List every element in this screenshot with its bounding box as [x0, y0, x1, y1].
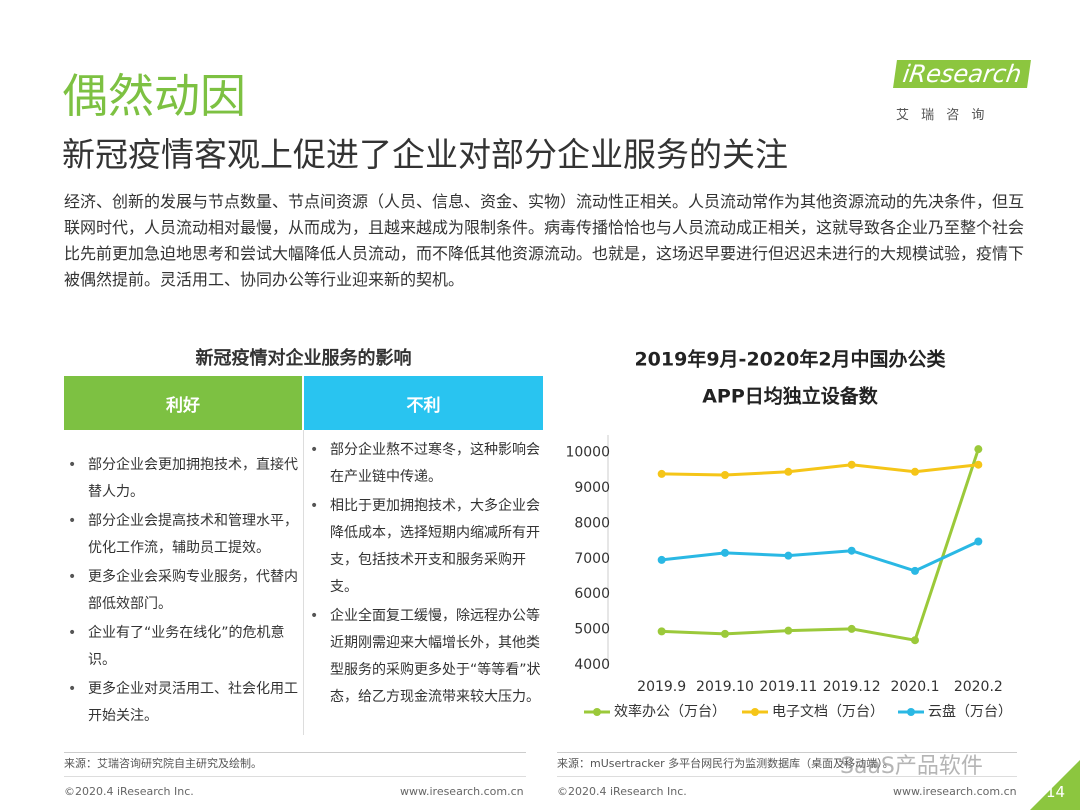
point: [911, 566, 919, 575]
subtitle: 新冠疫情客观上促进了企业对部分企业服务的关注: [62, 135, 788, 174]
copyright: ©2020.4 iResearch Inc.: [557, 785, 687, 798]
y-tick-label: 6000: [574, 586, 610, 602]
x-tick-label: 2020.2: [954, 679, 1003, 695]
y-tick-label: 4000: [574, 657, 610, 673]
legend-label: 效率办公（万台）: [614, 703, 726, 720]
list-item: 相比于更加拥抱技术，大多企业会降低成本，选择短期内缩减所有开支，包括技术开支和服…: [306, 493, 542, 601]
list: 部分企业会更加拥抱技术，直接代替人力。部分企业会提高技术和管理水平，优化工作流，…: [64, 452, 304, 732]
y-tick-label: 8000: [574, 515, 610, 531]
point: [657, 627, 666, 636]
point: [974, 445, 983, 454]
source: 来源：艾瑞咨询研究院自主研究及绘制。: [64, 757, 262, 770]
rule: [64, 776, 526, 777]
list-item: 企业有了“业务在线化”的危机意识。: [64, 620, 304, 674]
list-item: 企业全面复工缓慢，除远程办公等近期刚需迎来大幅增长外，其他类型服务的采购更多处于…: [306, 603, 542, 711]
list-item: 部分企业会提高技术和管理水平，优化工作流，辅助员工提效。: [64, 508, 304, 562]
y-tick-label: 7000: [574, 551, 610, 567]
y-tick-label: 9000: [574, 480, 610, 496]
point: [721, 629, 729, 638]
point: [657, 555, 666, 564]
page-number: 14: [1046, 783, 1066, 801]
copyright: ©2020.4 iResearch Inc.: [64, 785, 194, 798]
legend-label: 电子文档（万台）: [772, 704, 884, 720]
chart-title: APP日均独立设备数: [702, 385, 879, 408]
point: [974, 460, 983, 469]
table-header: 利好: [64, 376, 302, 430]
point: [784, 551, 793, 560]
logo-sub: 艾 瑞 咨 询: [896, 108, 989, 123]
table-header: 不利: [304, 376, 543, 430]
point: [657, 469, 666, 478]
title: 偶然动因: [62, 69, 246, 123]
legend-dot: [751, 708, 759, 716]
chart-title: 2019年9月-2020年2月中国办公类: [634, 348, 945, 371]
point: [721, 470, 729, 479]
point: [847, 460, 856, 469]
rule: [64, 752, 526, 753]
x-tick-label: 2019.12: [823, 679, 881, 695]
table-title: 新冠疫情对企业服务的影响: [195, 348, 412, 369]
point: [911, 636, 919, 645]
x-tick-label: 2019.9: [637, 679, 686, 695]
line: [661, 448, 980, 642]
source: 来源：mUsertracker 多平台网民行为监测数据库（桌面及移动端）。: [557, 757, 894, 770]
y-tick-label: 10000: [565, 445, 610, 461]
rule: [557, 776, 1017, 777]
line: [661, 463, 979, 477]
list-item: 部分企业熬不过寒冬，这种影响会在产业链中传递。: [306, 437, 542, 491]
point: [847, 624, 856, 633]
intro-text: 经济、创新的发展与节点数量、节点间资源（人员、信息、资金、实物）流动性正相关。人…: [64, 192, 1025, 289]
x-tick-label: 2019.10: [696, 679, 754, 695]
url: www.iresearch.com.cn: [400, 785, 524, 798]
legend-dot: [593, 708, 601, 716]
point: [847, 546, 856, 555]
legend-dot: [907, 708, 915, 716]
list-item: 部分企业会更加拥抱技术，直接代替人力。: [64, 452, 304, 506]
page-corner: [1030, 760, 1080, 810]
watermark: SaaS产品软件: [840, 754, 983, 779]
x-tick-label: 2020.1: [891, 679, 940, 695]
list-item: 更多企业会采购专业服务，代替内部低效部门。: [64, 564, 304, 618]
list: 部分企业熬不过寒冬，这种影响会在产业链中传递。相比于更加拥抱技术，大多企业会降低…: [306, 437, 542, 713]
point: [974, 537, 983, 546]
url: www.iresearch.com.cn: [893, 785, 1017, 798]
line: [661, 540, 979, 573]
x-tick-label: 2019.11: [759, 679, 817, 695]
point: [784, 626, 793, 635]
rule: [557, 752, 1017, 753]
point: [721, 548, 729, 557]
point: [784, 467, 793, 476]
point: [911, 467, 919, 476]
y-tick-label: 5000: [574, 622, 610, 638]
list-item: 更多企业对灵活用工、社会化用工开始关注。: [64, 676, 304, 730]
legend-label: 云盘（万台）: [928, 703, 1012, 720]
